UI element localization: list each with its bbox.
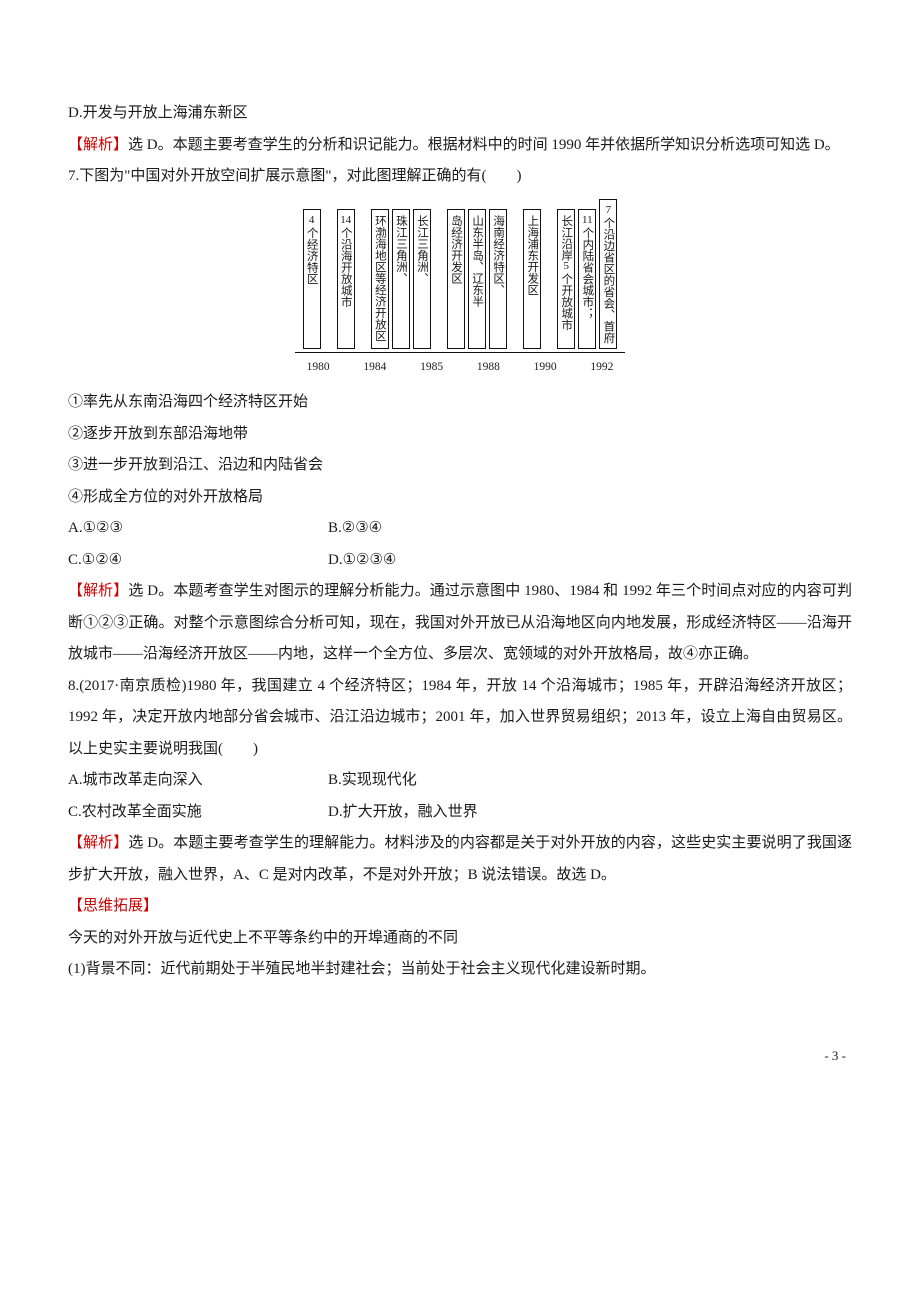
q8-option-c: C.农村改革全面实施 [68, 797, 328, 829]
analysis-label: 【解析】 [68, 137, 128, 153]
diagram-box: 海南经济特区、 [489, 209, 507, 349]
stmt-2: ②逐步开放到东部沿海地带 [68, 419, 852, 451]
analysis-body: 选 D。本题考查学生对图示的理解分析能力。通过示意图中 1980、1984 和 … [68, 583, 852, 662]
option-a: A.①②③ [68, 513, 328, 545]
diagram-box: 14个沿海开放城市 [337, 209, 355, 349]
option-d-text: D.开发与开放上海浦东新区 [68, 98, 852, 130]
q8-option-d: D.扩大开放，融入世界 [328, 797, 478, 829]
diagram-box: 4个经济特区 [303, 209, 321, 349]
expansion-diagram: 4个经济特区 14个沿海开放城市环渤海地区等经济开放区珠江三角洲、长江三角洲、岛经… [68, 199, 852, 380]
stmt-4: ④形成全方位的对外开放格局 [68, 482, 852, 514]
diagram-box: 长江三角洲、 [413, 209, 431, 349]
diagram-box: 环渤海地区等经济开放区 [371, 209, 389, 349]
analysis-body: 选 D。本题主要考查学生的理解能力。材料涉及的内容都是关于对外开放的内容，这些史… [68, 835, 852, 883]
analysis-1: 【解析】选 D。本题主要考查学生的分析和识记能力。根据材料中的时间 1990 年… [68, 130, 852, 162]
q8-option-b: B.实现现代化 [328, 765, 417, 797]
diagram-box: 珠江三角洲、 [392, 209, 410, 349]
analysis-7: 【解析】选 D。本题考查学生对图示的理解分析能力。通过示意图中 1980、198… [68, 576, 852, 671]
year-label: 1980 [307, 355, 330, 379]
analysis-label: 【解析】 [68, 583, 128, 599]
options-row-2: C.①②④ D.①②③④ [68, 545, 852, 577]
analysis-8: 【解析】选 D。本题主要考查学生的理解能力。材料涉及的内容都是关于对外开放的内容… [68, 828, 852, 891]
diagram-box: 11个内陆省会城市； [578, 209, 596, 349]
diagram-box: 山东半岛、辽东半 [468, 209, 486, 349]
option-d: D.①②③④ [328, 545, 396, 577]
stmt-3: ③进一步开放到沿江、沿边和内陆省会 [68, 450, 852, 482]
extension-heading: 【思维拓展】 [68, 891, 852, 923]
extension-title: 今天的对外开放与近代史上不平等条约中的开埠通商的不同 [68, 923, 852, 955]
year-label: 1984 [363, 355, 386, 379]
year-group: 4个经济特区 [303, 209, 321, 349]
extension-point-1: (1)背景不同：近代前期处于半殖民地半封建社会；当前处于社会主义现代化建设新时期… [68, 954, 852, 986]
q8-option-a: A.城市改革走向深入 [68, 765, 328, 797]
question-8: 8.(2017·南京质检)1980 年，我国建立 4 个经济特区；1984 年，… [68, 671, 852, 766]
diagram-box: 7个沿边省区的省会、首府 [599, 199, 617, 350]
diagram-box: 上海浦东开发区 [523, 209, 541, 349]
year-group: 岛经济开发区山东半岛、辽东半海南经济特区、 [447, 209, 507, 349]
analysis-label: 【解析】 [68, 835, 128, 851]
diagram-box: 岛经济开发区 [447, 209, 465, 349]
page-number: - 3 - [68, 1042, 852, 1069]
q8-options-row-2: C.农村改革全面实施 D.扩大开放，融入世界 [68, 797, 852, 829]
stmt-1: ①率先从东南沿海四个经济特区开始 [68, 387, 852, 419]
year-label: 1992 [590, 355, 613, 379]
question-7: 7.下图为"中国对外开放空间扩展示意图"，对此图理解正确的有( ) [68, 161, 852, 193]
year-label: 1990 [534, 355, 557, 379]
options-row-1: A.①②③ B.②③④ [68, 513, 852, 545]
year-group: 环渤海地区等经济开放区珠江三角洲、长江三角洲、 [371, 209, 431, 349]
year-group: 长江沿岸5个开放城市11个内陆省会城市；7个沿边省区的省会、首府 [557, 199, 617, 350]
analysis-body: 选 D。本题主要考查学生的分析和识记能力。根据材料中的时间 1990 年并依据所… [128, 137, 840, 153]
year-label: 1988 [477, 355, 500, 379]
year-group: 14个沿海开放城市 [337, 209, 355, 349]
option-b: B.②③④ [328, 513, 382, 545]
option-c: C.①②④ [68, 545, 328, 577]
q8-options-row-1: A.城市改革走向深入 B.实现现代化 [68, 765, 852, 797]
diagram-box: 长江沿岸5个开放城市 [557, 209, 575, 349]
year-label: 1985 [420, 355, 443, 379]
year-group: 上海浦东开发区 [523, 209, 541, 349]
